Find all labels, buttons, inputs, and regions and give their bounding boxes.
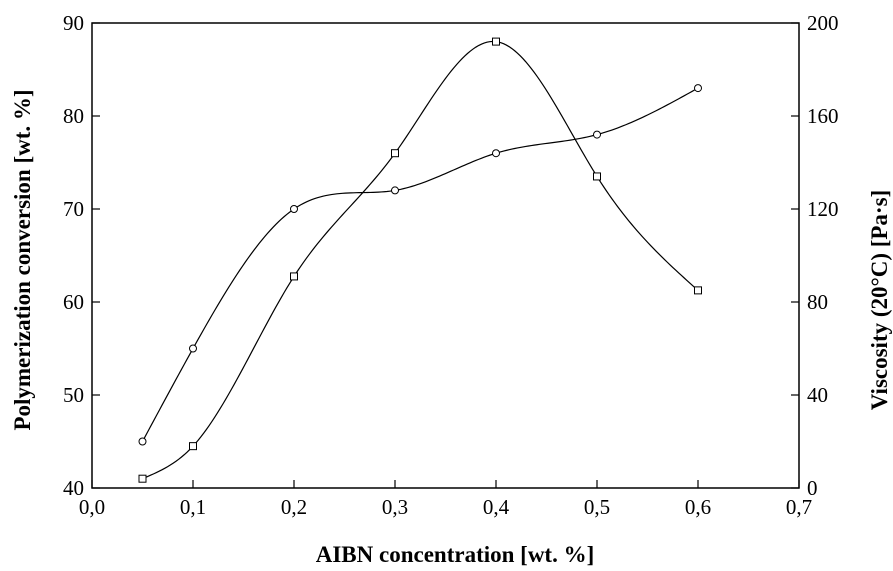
x-axis-ticks: 0,0 0,1 0,2 0,3 0,4 0,5 0,6 0,7: [79, 480, 812, 519]
x-tick-label: 0,5: [584, 495, 610, 519]
right-y-tick-label: 40: [807, 383, 828, 407]
right-y-tick-label: 120: [807, 197, 839, 221]
right-y-axis-ticks: 0 40 80 120 160 200: [791, 11, 839, 500]
plot-frame: [91, 22, 800, 489]
viscosity-fitted-curve: [142, 40, 699, 480]
conversion-data-point: [593, 130, 601, 139]
viscosity-data-point: [391, 149, 399, 158]
right-y-tick-label: 200: [807, 11, 839, 35]
left-y-axis-ticks: 40 50 60 70 80 90: [63, 11, 100, 500]
left-y-tick-label: 40: [63, 476, 84, 500]
viscosity-data-point: [290, 272, 298, 281]
plot-area-border: [91, 22, 800, 489]
x-tick-label: 0,0: [79, 495, 105, 519]
conversion-data-point: [138, 437, 147, 446]
conversion-data-point: [391, 186, 399, 195]
conversion-fitted-curve: [141, 87, 699, 442]
x-tick-label: 0,6: [685, 495, 711, 519]
right-y-axis-title: Viscosity (20°C) [Pa·s]: [867, 190, 892, 410]
conversion-data-point: [189, 344, 197, 353]
left-y-tick-label: 50: [63, 383, 84, 407]
x-tick-label: 0,3: [382, 495, 408, 519]
x-tick-label: 0,7: [786, 495, 812, 519]
viscosity-data-point: [189, 442, 197, 451]
x-tick-label: 0,4: [483, 495, 510, 519]
left-y-tick-label: 60: [63, 290, 84, 314]
right-y-tick-label: 160: [807, 104, 839, 128]
viscosity-data-point: [593, 172, 601, 181]
viscosity-data-point: [138, 474, 147, 483]
left-y-axis-title: Polymerization conversion [wt. %]: [10, 89, 35, 430]
conversion-data-point: [492, 149, 500, 158]
right-y-tick-label: 0: [807, 476, 818, 500]
conversion-data-point: [290, 205, 298, 213]
left-y-tick-label: 80: [63, 104, 84, 128]
viscosity-data-point: [492, 37, 500, 46]
x-axis-title: AIBN concentration [wt. %]: [316, 542, 595, 567]
x-tick-label: 0,1: [180, 495, 206, 519]
right-y-tick-label: 80: [807, 290, 828, 314]
fitted-curves: [141, 40, 699, 480]
data-markers: [138, 37, 702, 483]
conversion-data-point: [694, 84, 702, 93]
left-y-tick-label: 70: [63, 197, 84, 221]
x-tick-label: 0,2: [281, 495, 307, 519]
left-y-tick-label: 90: [63, 11, 84, 35]
viscosity-data-point: [694, 286, 702, 295]
